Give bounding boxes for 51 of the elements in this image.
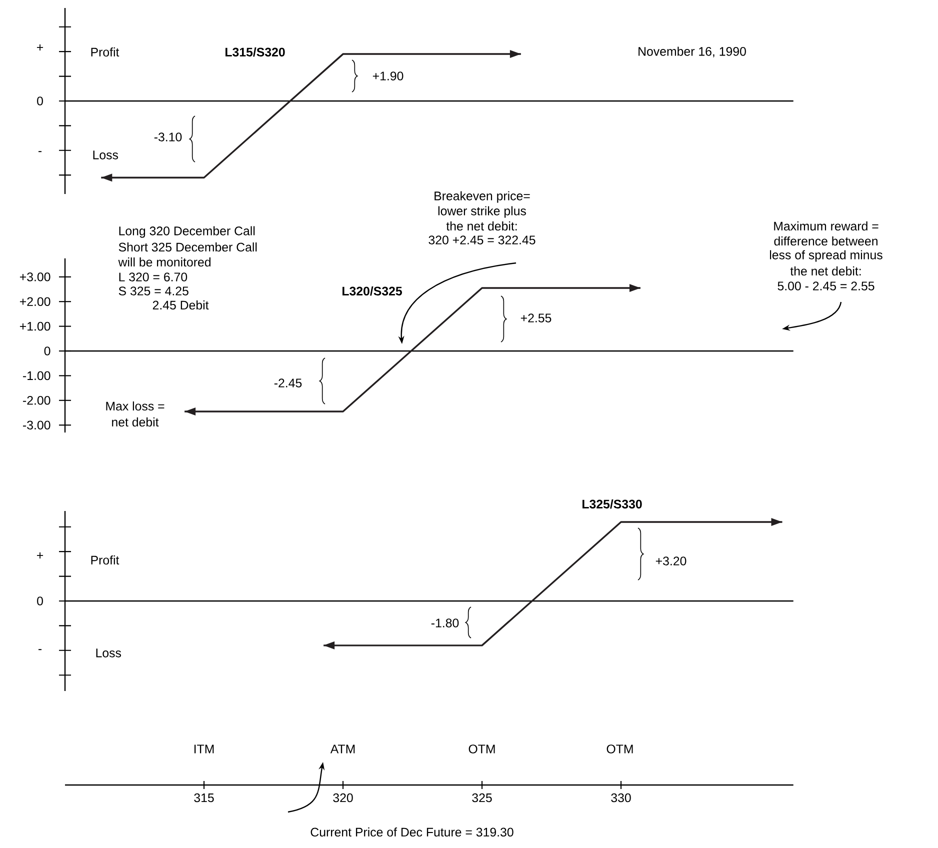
annotation: 5.00 - 2.45 = 2.55: [778, 282, 874, 290]
text: 320 +2.45 = 322.45: [428, 236, 536, 244]
annotation: Max loss =: [106, 401, 164, 411]
x-tick-label: 325: [472, 793, 492, 802]
annotation: +1.90: [372, 72, 404, 80]
text: OTM: [606, 744, 633, 754]
annotation: less of spread minus: [770, 250, 882, 262]
text: -: [38, 649, 42, 650]
text: Loss: [96, 648, 122, 658]
x-tick-label: 320: [333, 793, 353, 802]
x-tick-label: 315: [194, 793, 214, 802]
text: Breakeven price=: [434, 191, 530, 203]
text: OTM: [468, 744, 495, 754]
y-tick-label: -1.00: [23, 371, 50, 380]
y-tick-label: 0: [44, 346, 50, 356]
annotation: +3.20: [656, 556, 686, 566]
annotation: +2.55: [520, 314, 552, 322]
text: Current Price of Dec Future = 319.30: [310, 827, 514, 837]
y-tick-label: -2.00: [23, 396, 50, 405]
text: Maximum reward =: [774, 221, 878, 231]
text: +: [36, 44, 44, 50]
text: difference between: [774, 236, 878, 246]
text: +: [36, 552, 44, 558]
y-tick-label: -3.00: [23, 420, 50, 430]
text: the net debit:: [446, 221, 517, 231]
annotation: Profit: [91, 47, 120, 57]
annotation: will be monitored: [118, 257, 210, 267]
text: ATM: [330, 744, 355, 754]
y-tick-label: +1.00: [20, 322, 50, 331]
text: L320/S325: [342, 286, 402, 296]
text: ITM: [194, 744, 214, 754]
annotation: Loss: [93, 150, 118, 160]
annotation: net debit: [112, 417, 159, 427]
chart-subtitle: November 16, 1990: [638, 46, 746, 58]
text: Short 325 December Call: [118, 242, 257, 252]
annotation: S 325 = 4.25: [118, 286, 188, 296]
annotation: -1.80: [431, 618, 459, 628]
text: -: [38, 151, 42, 152]
annotation: -2.45: [274, 378, 302, 388]
text: Long 320 December Call: [119, 226, 255, 238]
annotation: L 320 = 6.70: [119, 272, 188, 282]
annotation: -3.10: [154, 132, 182, 142]
y-tick-label: +3.00: [20, 272, 50, 282]
chart-title: L325/S330: [582, 499, 642, 509]
y-tick-label: +2.00: [20, 297, 50, 306]
x-tick-label: 330: [611, 793, 631, 802]
text: lower strike plus: [438, 206, 526, 218]
annotation: the net debit:: [790, 266, 861, 276]
annotation: 2.45 Debit: [152, 300, 209, 310]
chart-title: L315/S320: [226, 47, 285, 57]
annotation: Profit: [91, 555, 120, 565]
